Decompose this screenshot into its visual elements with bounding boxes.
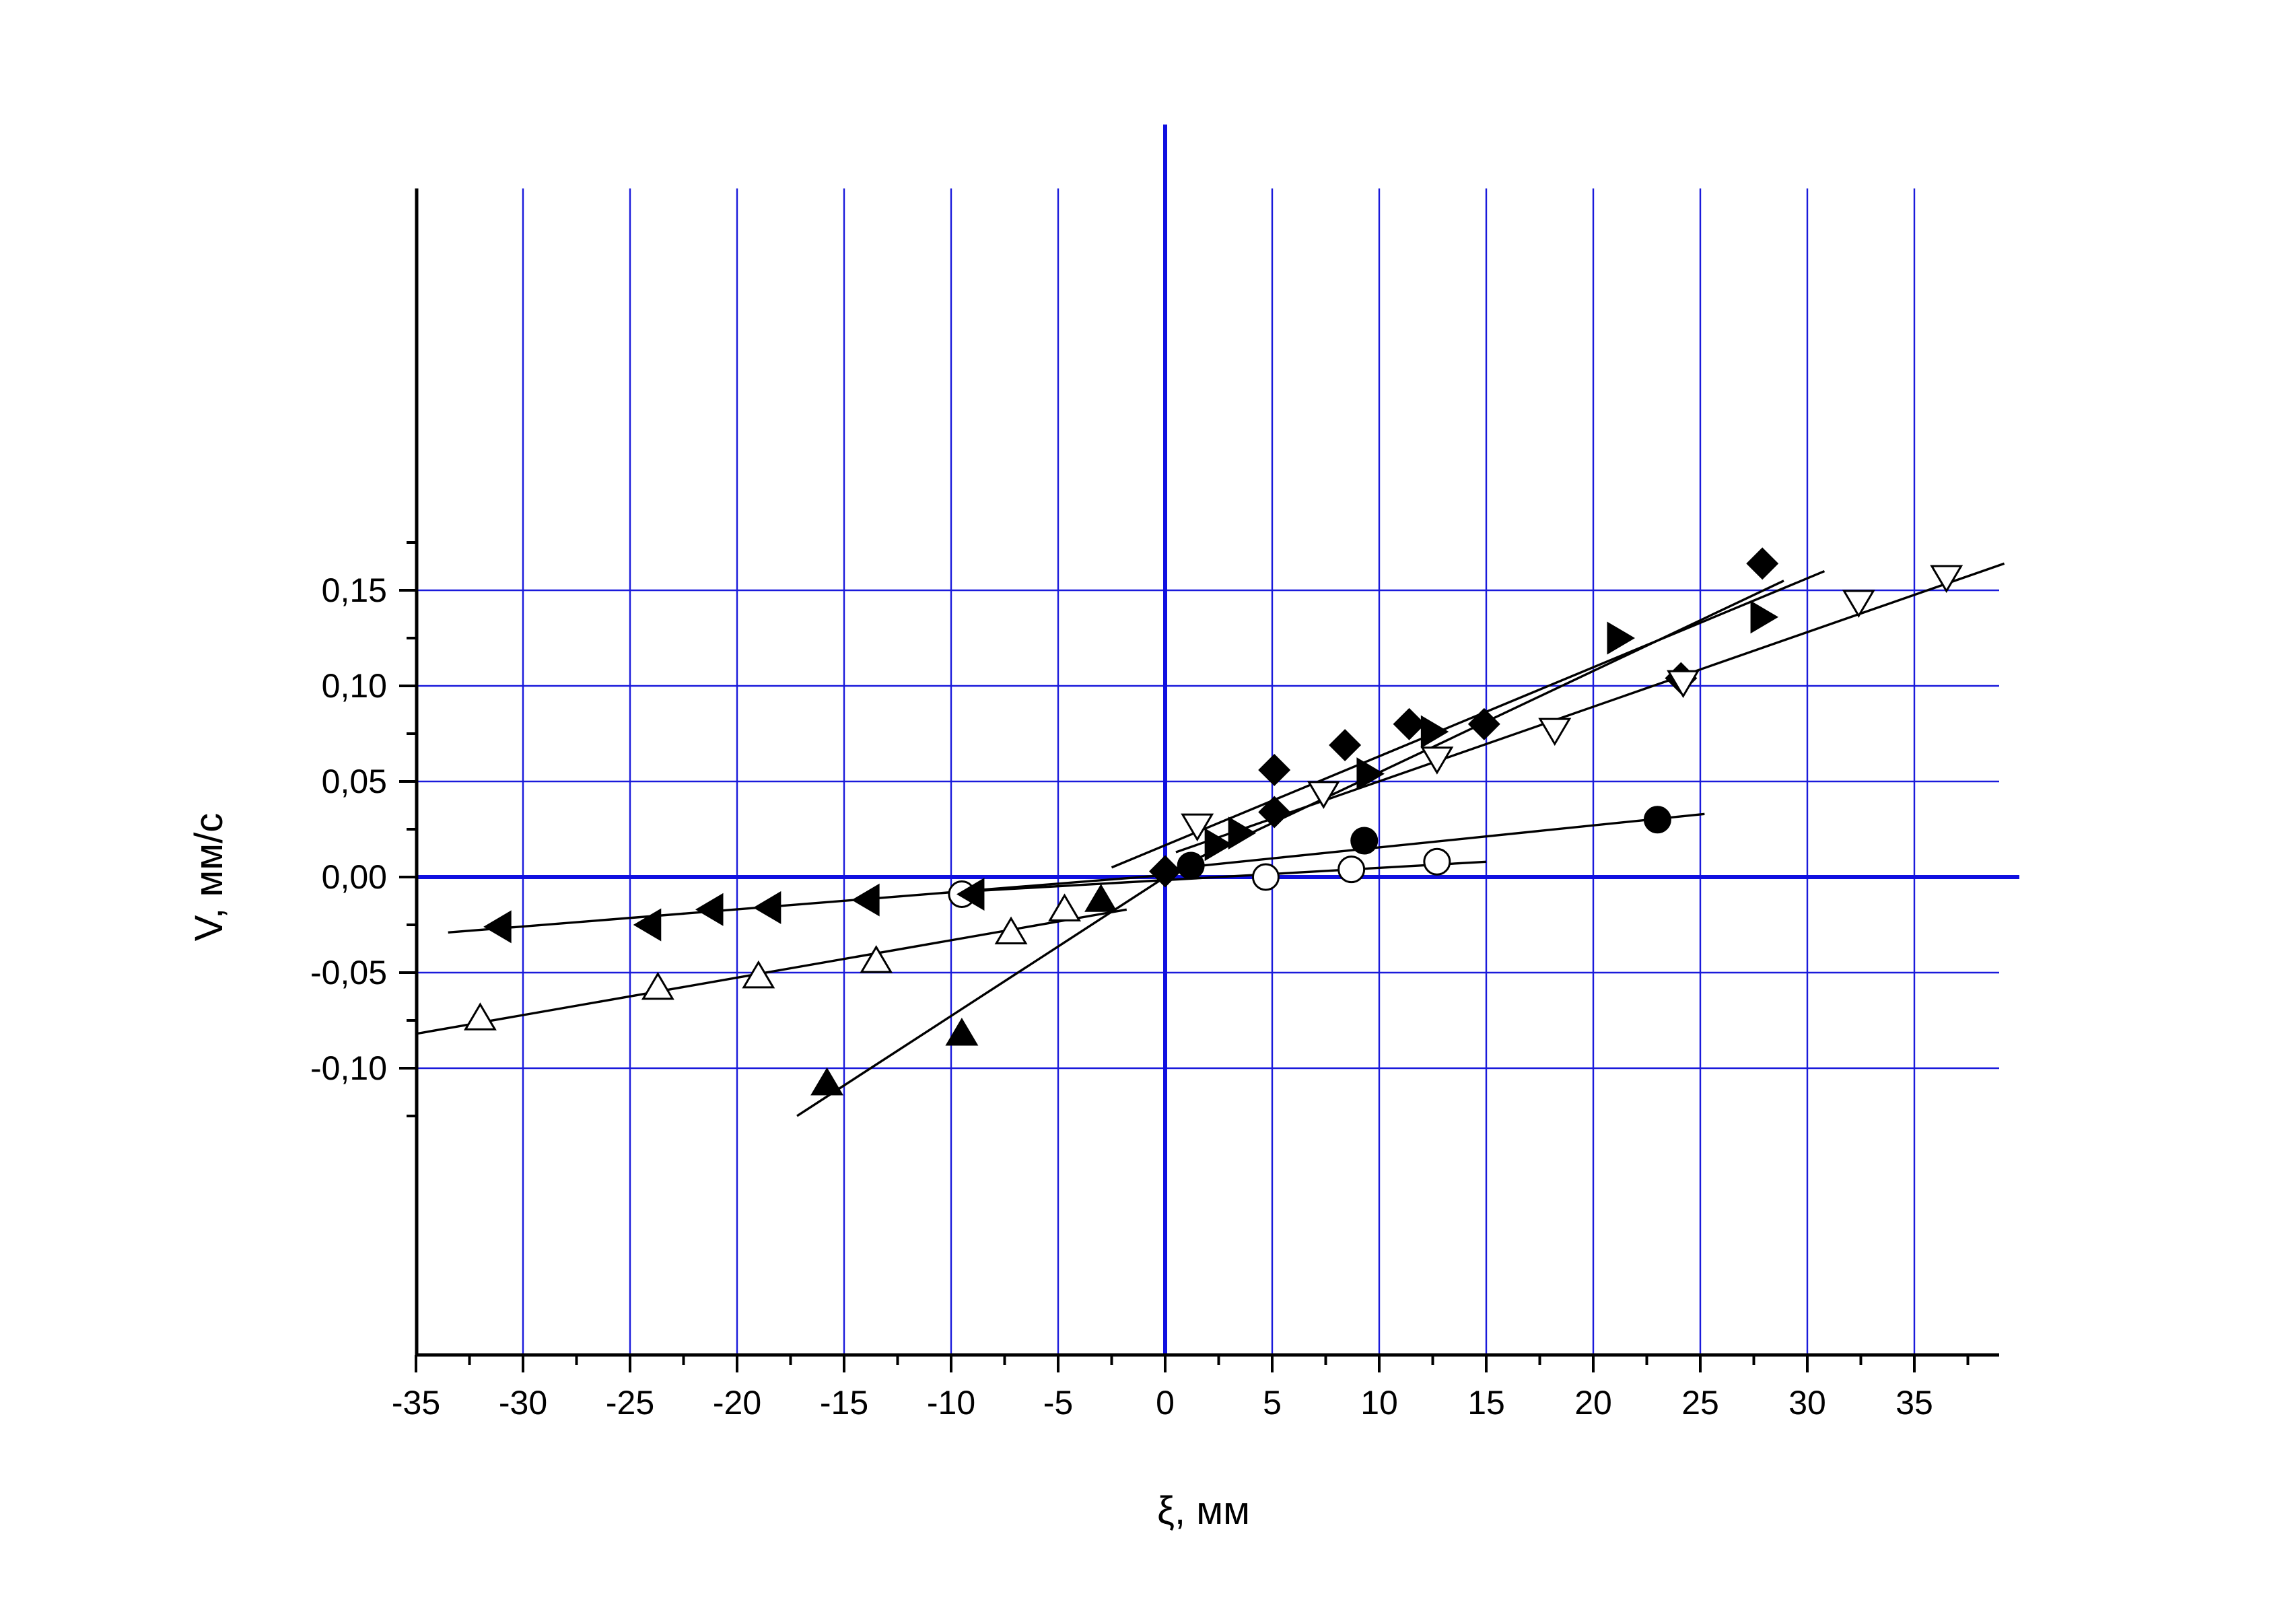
data-point-diamond-filled: [1329, 729, 1362, 762]
data-point-triangle-down-open: [1538, 718, 1572, 746]
data-point-triangle-down-open: [1307, 781, 1340, 809]
zero-axes: [417, 125, 2019, 1355]
x-tick-label: 10: [1360, 1384, 1398, 1422]
data-point-triangle-up-open: [463, 1002, 497, 1031]
data-point-diamond-filled: [1467, 707, 1500, 740]
data-point-diamond-filled: [1258, 753, 1291, 786]
x-tick-label: 30: [1788, 1384, 1826, 1422]
data-point-triangle-down-open: [1420, 746, 1454, 775]
fit-line: [1164, 812, 1705, 871]
data-point-circle-open: [1423, 847, 1451, 876]
data-point-triangle-right-filled: [1356, 757, 1385, 791]
data-point-triangle-down-open: [1667, 670, 1700, 699]
x-axis-title: ξ, мм: [1157, 1489, 1250, 1533]
fit-line: [448, 874, 1166, 934]
x-tick-label: -10: [927, 1384, 975, 1422]
data-point-triangle-right-filled: [1750, 600, 1779, 634]
y-tick-label: 0,15: [322, 571, 387, 609]
data-point-triangle-up-open: [641, 971, 674, 1000]
data-point-triangle-up-open: [742, 960, 775, 989]
x-tick-label: -15: [820, 1384, 868, 1422]
grid-lines: [417, 188, 1999, 1355]
fit-line: [950, 860, 1487, 894]
x-tick-label: 25: [1681, 1384, 1719, 1422]
data-point-triangle-right-filled: [1228, 816, 1257, 850]
x-tick-label: -20: [713, 1384, 761, 1422]
y-tick-label: 0,10: [322, 667, 387, 705]
x-tick-label: -25: [606, 1384, 654, 1422]
data-point-triangle-right-filled: [1420, 715, 1449, 748]
x-tick-label: -35: [392, 1384, 440, 1422]
data-point-triangle-left-filled: [695, 893, 724, 926]
data-point-circle-open: [1251, 863, 1280, 891]
x-tick-labels: -35 -30 -25 -20 -15 -10 -5 0 5 10 15 20 25 30 35: [392, 1384, 1933, 1422]
x-tick-label: -5: [1043, 1384, 1073, 1422]
x-tick-label: 15: [1467, 1384, 1505, 1422]
data-point-triangle-right-filled: [1607, 621, 1636, 655]
data-point-triangle-left-filled: [633, 908, 662, 942]
fit-line: [1111, 570, 1825, 869]
x-tick-label: -30: [499, 1384, 547, 1422]
data-point-triangle-left-filled: [956, 878, 985, 911]
data-point-diamond-filled: [1746, 547, 1779, 580]
y-tick-label: 0,05: [322, 763, 387, 800]
data-point-triangle-left-filled: [851, 883, 880, 917]
x-tick-label: 0: [1156, 1384, 1175, 1422]
data-point-triangle-up-open: [994, 916, 1028, 945]
data-point-triangle-left-filled: [483, 910, 512, 944]
data-point-circle-filled: [1350, 827, 1379, 855]
data-point-triangle-up-filled: [945, 1018, 979, 1046]
data-markers: [463, 547, 1963, 1096]
data-point-triangle-up-open: [1048, 893, 1082, 921]
data-point-diamond-filled: [1393, 707, 1426, 740]
data-point-triangle-down-open: [1930, 565, 1963, 593]
y-tick-labels: -0,10 -0,05 0,00 0,05 0,10 0,15: [310, 571, 387, 1087]
y-tick-label: -0,05: [310, 954, 387, 991]
data-point-triangle-left-filled: [753, 891, 781, 924]
y-tick-label: -0,10: [310, 1049, 387, 1087]
y-tick-label: 0,00: [322, 858, 387, 896]
data-point-triangle-right-filled: [1204, 828, 1233, 862]
data-point-triangle-up-filled: [1084, 884, 1118, 912]
fit-line: [1175, 562, 2005, 853]
x-tick-label: 35: [1895, 1384, 1933, 1422]
data-point-diamond-filled: [1258, 796, 1291, 829]
data-point-circle-filled: [1177, 851, 1205, 880]
y-axis-title: V, мм/с: [187, 813, 231, 941]
data-point-triangle-up-open: [860, 945, 893, 973]
data-point-triangle-up-filled: [810, 1067, 844, 1096]
data-point-diamond-filled: [1149, 855, 1181, 888]
x-tick-label: 20: [1574, 1384, 1612, 1422]
data-point-circle-filled: [1643, 806, 1671, 834]
data-point-triangle-down-open: [1842, 590, 1875, 618]
plot-frame: [399, 188, 1999, 1372]
fit-line: [796, 876, 1166, 1117]
data-point-triangle-down-open: [1181, 813, 1214, 842]
data-point-circle-open: [1337, 856, 1366, 884]
x-tick-label: 5: [1263, 1384, 1282, 1422]
